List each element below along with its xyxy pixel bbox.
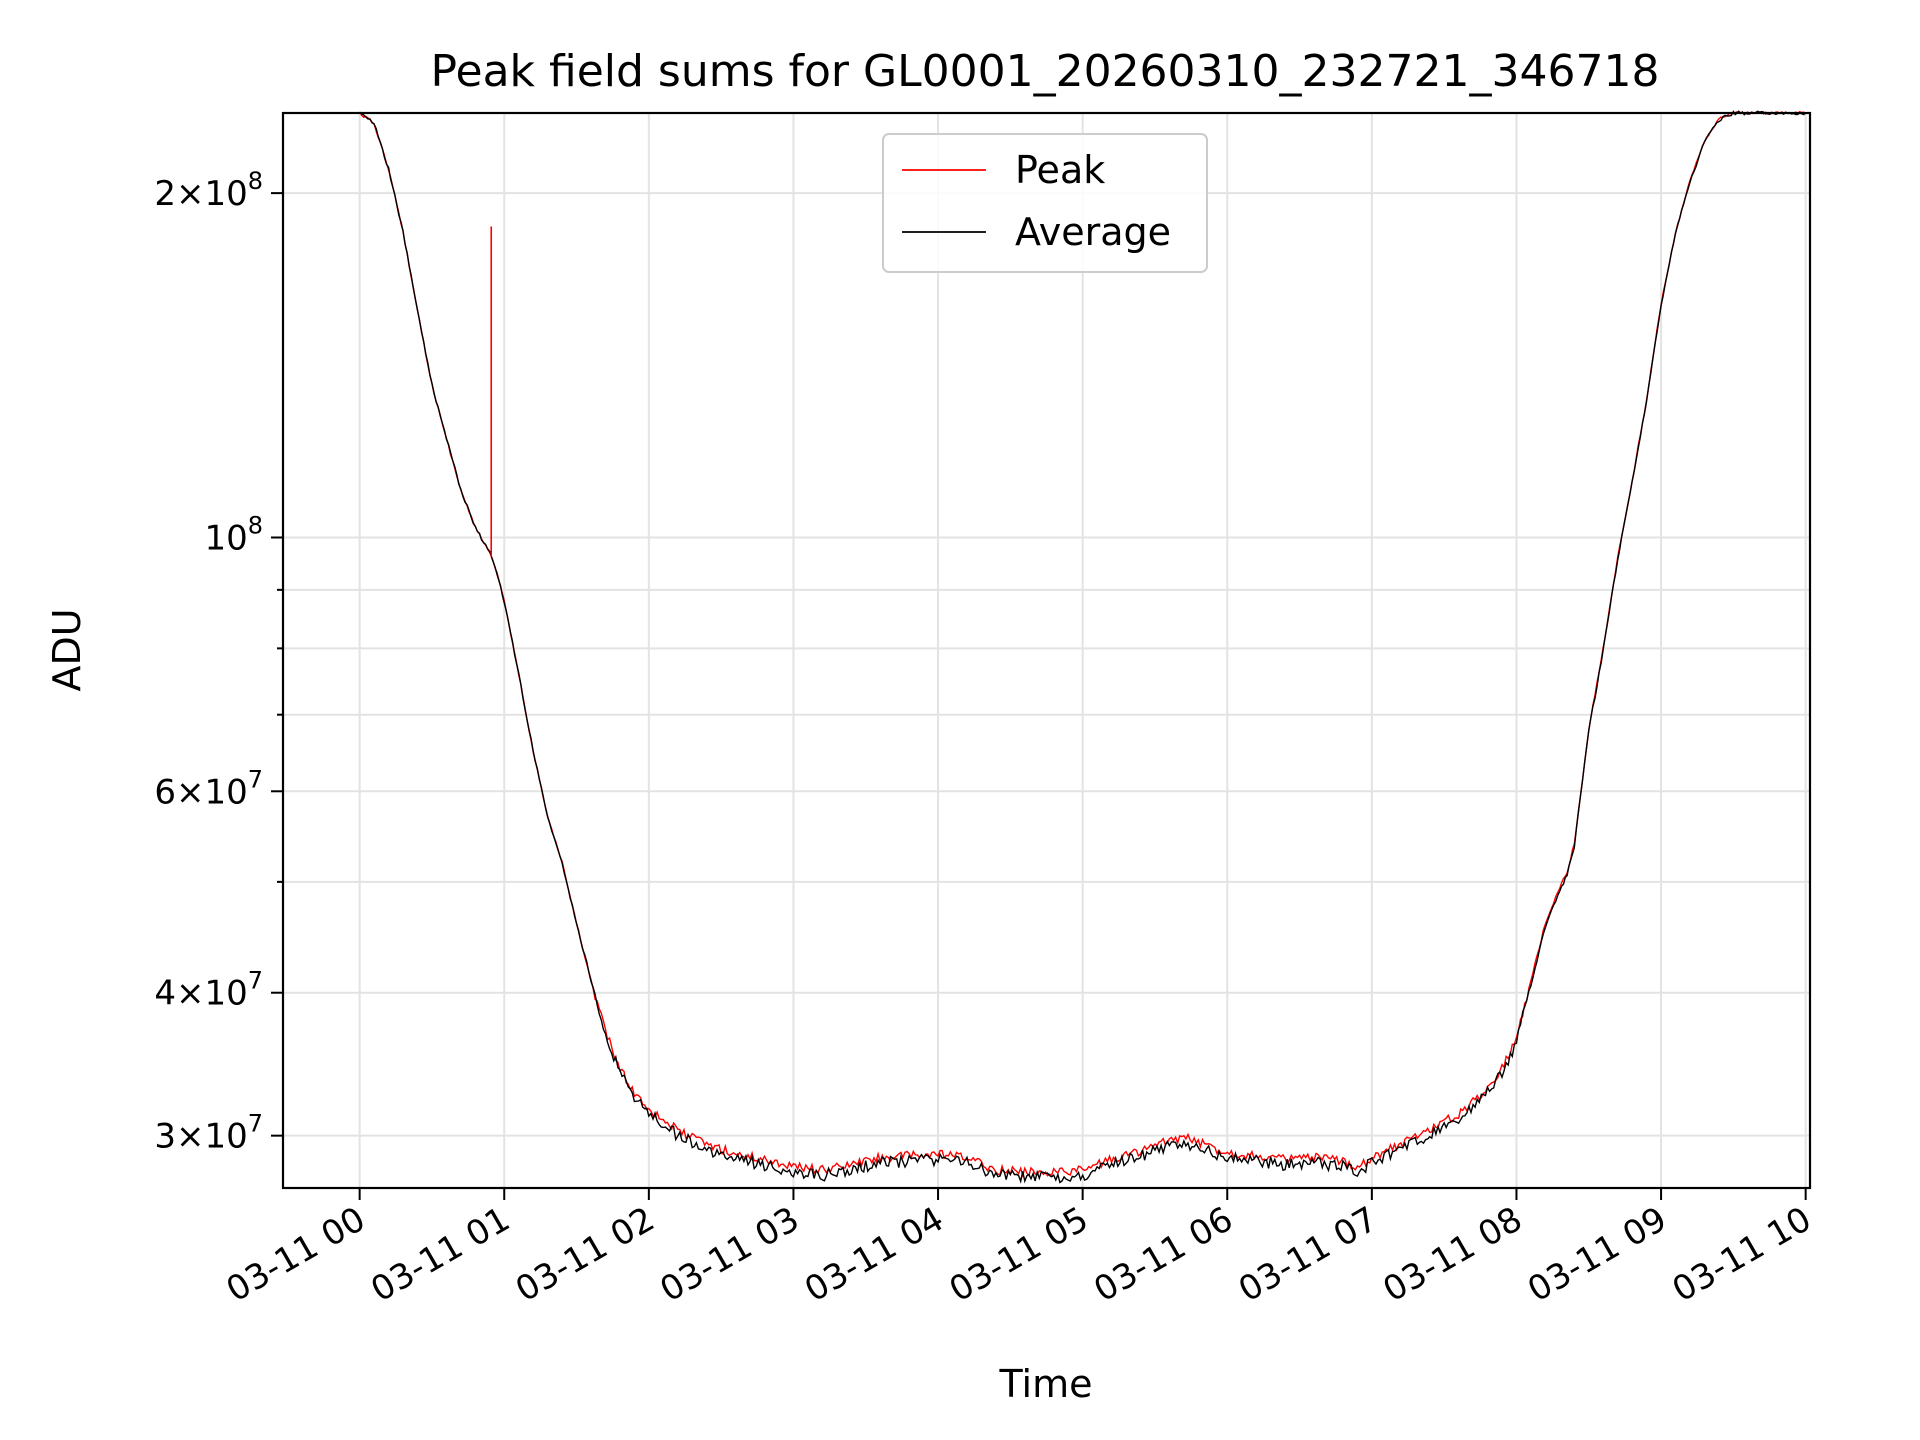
y-tick-label: 4×107 [154, 967, 263, 1014]
axes-frame [281, 111, 1812, 1190]
y-tick-label: 3×107 [154, 1110, 263, 1157]
legend-box [882, 133, 1208, 273]
legend-average-label: Average [1015, 210, 1171, 254]
grid [283, 113, 1810, 1188]
y-axis: 3×107 4×107 6×107 108 2×108 [154, 167, 283, 1157]
y-tick-label: 108 [204, 511, 263, 558]
legend: Peak Average [882, 133, 1208, 273]
y-axis-label: ADU [45, 608, 89, 691]
y-tick-label: 2×108 [154, 167, 263, 214]
series-layer [358, 110, 1807, 1184]
legend-peak-label: Peak [1015, 148, 1105, 192]
y-tick-label: 6×107 [154, 765, 263, 812]
series-line-average [359, 110, 1807, 1184]
chart-title: Peak field sums for GL0001_20260310_2327… [431, 46, 1660, 97]
x-axis-label: Time [999, 1362, 1093, 1406]
